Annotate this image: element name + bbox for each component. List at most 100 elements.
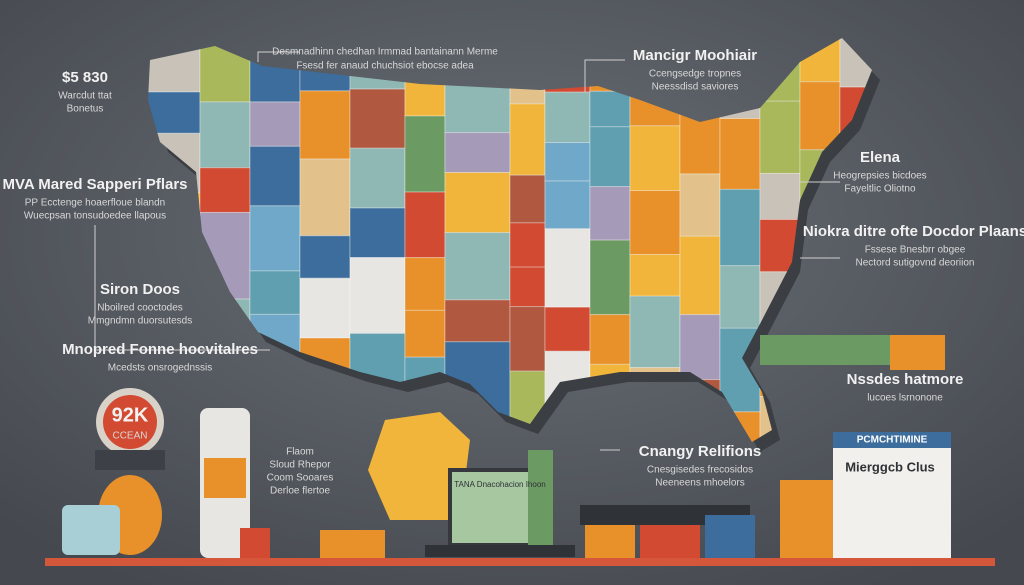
label-text: PP Ecctenge hoaerfloue blandn xyxy=(25,198,165,209)
label-text: Neessdisd saviores xyxy=(652,82,739,93)
label-text: Sloud Rhepor xyxy=(269,460,331,471)
laptop-title: TANA Dnacohacion Ihoon xyxy=(454,480,545,489)
document-header: PCMCHTIMINE xyxy=(857,435,928,446)
label-title: Elena xyxy=(860,149,901,166)
container xyxy=(62,505,120,555)
label-text: Warcdut ttat xyxy=(58,91,112,102)
state xyxy=(629,189,681,256)
state xyxy=(199,167,251,213)
label-title: Cnangy Relifions xyxy=(639,443,762,460)
state xyxy=(349,88,406,149)
box xyxy=(640,525,700,558)
state xyxy=(679,173,721,237)
state xyxy=(249,145,301,207)
label-title: Mancigr Moohiair xyxy=(633,47,757,64)
gauge-base xyxy=(95,450,165,470)
label-text: Flaom xyxy=(286,447,314,458)
state xyxy=(759,100,801,174)
document xyxy=(833,432,951,558)
label-title: MVA Mared Sapperi Pflars xyxy=(2,176,187,193)
map-block xyxy=(368,412,470,520)
state xyxy=(349,147,406,209)
label-text: Ccengsedge tropnes xyxy=(649,69,741,80)
gauge-face xyxy=(103,395,157,449)
state xyxy=(544,306,591,352)
shelf xyxy=(45,558,995,566)
label-title: Siron Doos xyxy=(100,281,180,298)
state xyxy=(719,265,761,329)
state xyxy=(509,266,546,308)
state xyxy=(404,309,446,358)
card xyxy=(760,335,890,365)
label-title: Mnopred Fonne hocvitalres xyxy=(62,341,258,358)
state xyxy=(444,132,511,174)
state xyxy=(299,158,351,237)
state xyxy=(679,314,721,381)
state xyxy=(589,239,631,316)
label-text: Nboilred cooctodes xyxy=(97,303,183,314)
box xyxy=(240,528,270,558)
canister xyxy=(780,480,835,558)
state xyxy=(629,254,681,297)
state xyxy=(759,172,801,220)
state xyxy=(679,235,721,316)
state xyxy=(799,81,841,151)
label-text: Neeneens mhoelors xyxy=(655,478,745,489)
label-text: Derloe flertoe xyxy=(270,486,330,497)
label-text: Fssese Bnesbrr obgee xyxy=(865,245,966,256)
state xyxy=(404,115,446,193)
box xyxy=(585,525,635,558)
state xyxy=(349,207,406,259)
label-text: Mmgndmn duorsutesds xyxy=(88,316,193,327)
label-title: Nssdes hatmore xyxy=(847,371,964,388)
state xyxy=(589,314,631,365)
state xyxy=(589,90,631,128)
label-text: lucoes lsrnonone xyxy=(867,393,943,404)
label-text: Fayeltlic Oliotno xyxy=(844,184,916,195)
state xyxy=(249,101,301,147)
block xyxy=(528,450,553,545)
state xyxy=(444,299,511,343)
state xyxy=(719,118,761,190)
bottle-label xyxy=(204,458,246,498)
box xyxy=(320,530,385,558)
state xyxy=(544,180,591,230)
state xyxy=(299,90,351,160)
state xyxy=(249,205,301,272)
state xyxy=(509,306,546,372)
state xyxy=(509,222,546,268)
state xyxy=(509,174,546,224)
state xyxy=(629,295,681,369)
box xyxy=(705,515,755,558)
card xyxy=(890,335,945,370)
laptop-base xyxy=(425,545,575,557)
label-text: Mcedsts onsrogednssis xyxy=(108,363,213,374)
label-text: Wuecpsan tonsudoedee llapous xyxy=(24,211,166,222)
state xyxy=(299,235,351,279)
state xyxy=(199,101,251,169)
label-text: Cnesgisedes frecosidos xyxy=(647,465,753,476)
gauge-caption: CCEAN xyxy=(112,431,147,442)
state xyxy=(249,270,301,315)
state xyxy=(544,91,591,144)
label-title: $5 830 xyxy=(62,69,108,86)
document-title: Mierggcb Clus xyxy=(845,459,935,474)
label-text: Bonetus xyxy=(67,104,104,115)
state xyxy=(719,188,761,267)
state xyxy=(544,228,591,308)
state xyxy=(444,172,511,234)
top-note: Desmnadhinn chedhan Irmmad bantainann Me… xyxy=(272,47,498,58)
state xyxy=(544,142,591,182)
state xyxy=(629,125,681,191)
state xyxy=(444,232,511,301)
label-title: Niokra ditre ofte Docdor Plaans xyxy=(803,223,1024,240)
label-text: Coom Sooares xyxy=(267,473,334,484)
label-text: Nectord sutigovnd deoriion xyxy=(856,258,975,269)
state xyxy=(589,186,631,241)
gauge-value: 92K xyxy=(112,404,149,426)
leader-line xyxy=(584,59,625,92)
top-note: Fsesd fer anaud chuchsiot ebocse adea xyxy=(296,61,474,72)
state xyxy=(404,257,446,311)
leader-line xyxy=(94,225,270,351)
